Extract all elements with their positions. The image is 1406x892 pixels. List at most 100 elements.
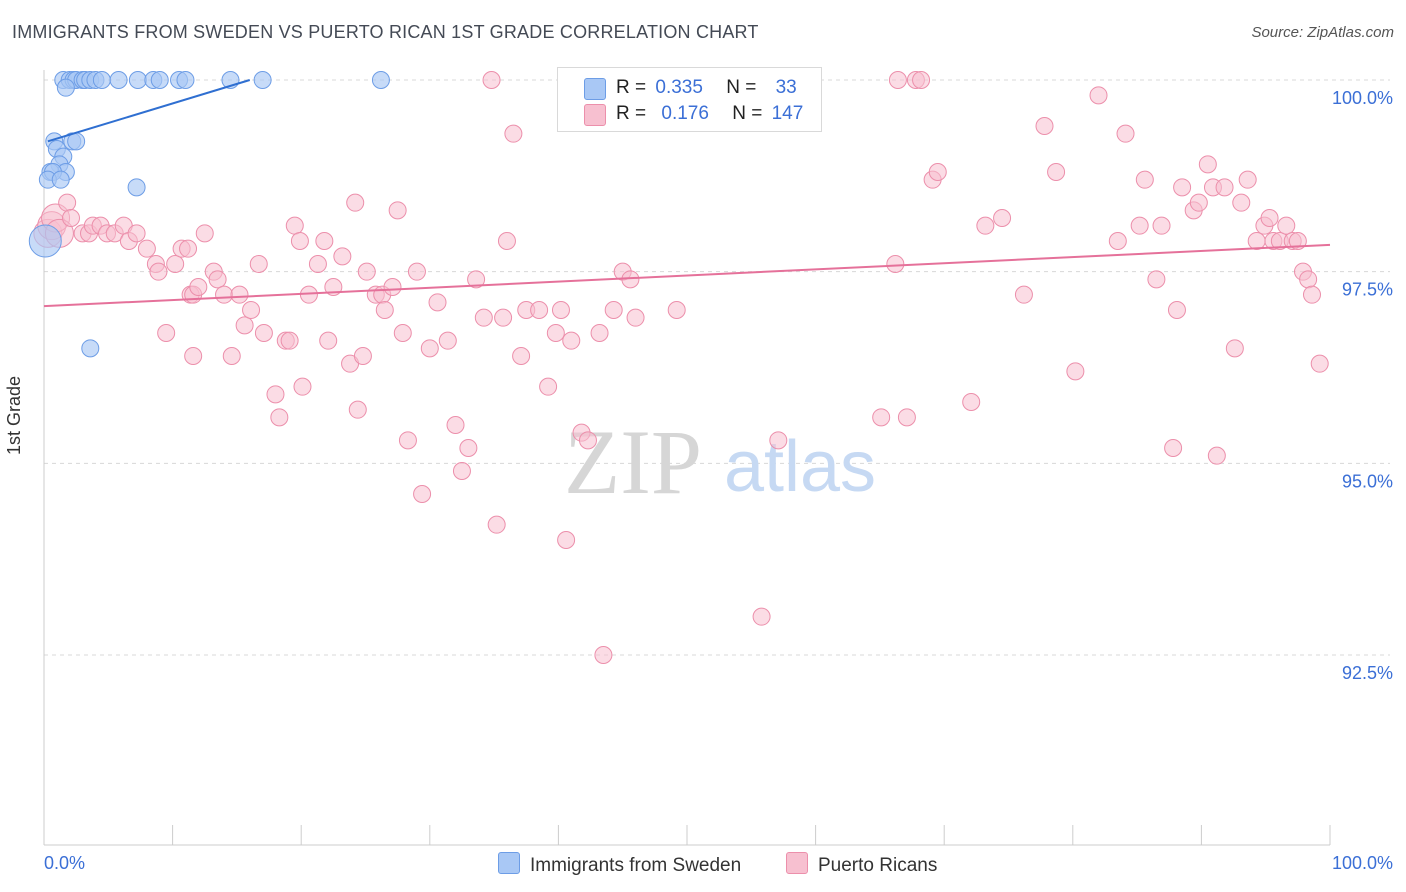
pr-point — [1310, 354, 1329, 373]
pr-point — [1302, 285, 1321, 304]
pr-n-value: 147 — [771, 103, 804, 124]
pr-point — [1089, 86, 1108, 105]
pr-point — [928, 163, 947, 181]
pr-point — [398, 431, 417, 450]
sweden-point — [51, 170, 70, 189]
pr-point — [230, 285, 249, 304]
pr-point — [1189, 193, 1208, 212]
pr-point — [459, 439, 478, 457]
pr-point — [594, 646, 613, 664]
pr-point — [467, 270, 486, 289]
x-tick-label: 0.0% — [44, 853, 85, 873]
pr-point — [487, 515, 506, 534]
y-tick-label: 92.5% — [1342, 663, 1393, 683]
pr-point — [62, 209, 81, 227]
pr-point — [546, 324, 565, 342]
sweden-point — [371, 71, 390, 89]
pr-legend-swatch — [786, 852, 808, 874]
sweden-point — [56, 78, 75, 97]
pr-point — [557, 531, 576, 549]
pr-point — [551, 301, 570, 319]
pr-point — [137, 239, 156, 258]
sweden-point — [92, 71, 111, 89]
legend-r-label: R = — [616, 103, 647, 124]
pr-point — [1260, 209, 1279, 227]
pr-point — [1277, 216, 1296, 235]
pr-trend-line — [43, 243, 1331, 308]
pr-point — [1167, 301, 1186, 319]
pr-point — [1014, 285, 1033, 304]
pr-point — [1152, 216, 1171, 235]
pr-r-value: 0.176 — [661, 103, 709, 124]
pr-point — [993, 209, 1012, 227]
pr-point — [393, 324, 412, 342]
pr-point — [1164, 439, 1183, 457]
pr-point — [308, 255, 327, 273]
legend-n-label: N = — [732, 103, 763, 124]
pr-point — [215, 285, 234, 304]
pr-point — [562, 331, 581, 350]
watermark: ZIP atlas — [564, 411, 876, 513]
pr-point — [1135, 170, 1154, 189]
puerto-ricans-points — [33, 71, 1329, 664]
pr-point — [769, 431, 788, 450]
sweden-r-value: 0.335 — [655, 77, 703, 98]
pr-point — [888, 71, 907, 89]
pr-point — [1116, 124, 1135, 143]
pr-point — [1066, 362, 1085, 381]
bottom-legend-pr: Puerto Ricans — [786, 852, 937, 877]
pr-point — [474, 308, 493, 327]
watermark-atlas: atlas — [724, 427, 876, 507]
sweden-point — [176, 71, 195, 89]
x-tick-labels: 0.0% 100.0% — [44, 853, 1393, 873]
pr-point — [184, 347, 203, 365]
sweden-point — [127, 178, 146, 197]
sweden-swatch — [584, 78, 606, 100]
pr-point — [127, 224, 146, 243]
pr-point — [270, 408, 289, 427]
pr-point — [1247, 232, 1266, 250]
gridlines — [44, 79, 1390, 656]
pr-point — [195, 224, 214, 243]
pr-point — [504, 124, 523, 143]
pr-point — [578, 431, 597, 450]
pr-point — [1047, 163, 1066, 181]
pr-point — [249, 255, 268, 273]
y-tick-labels: 100.0% 97.5% 95.0% 92.5% — [1332, 88, 1393, 683]
sweden-points — [28, 71, 390, 358]
pr-point — [290, 232, 309, 250]
pr-point — [189, 278, 208, 296]
pr-point — [494, 308, 513, 327]
pr-point — [222, 347, 241, 365]
pr-point — [357, 262, 376, 281]
sweden-legend-swatch — [498, 852, 520, 874]
pr-point — [590, 324, 609, 342]
sweden-point — [128, 71, 147, 89]
pr-point — [319, 331, 338, 350]
pr-point — [254, 324, 273, 342]
pr-point — [166, 255, 185, 273]
pr-point — [58, 193, 77, 212]
pr-point — [333, 247, 352, 266]
pr-point — [446, 416, 465, 434]
sweden-point — [150, 71, 169, 89]
pr-point — [452, 462, 471, 480]
pr-point — [383, 278, 402, 296]
pr-point — [1238, 170, 1257, 189]
pr-point — [438, 331, 457, 350]
pr-point — [912, 71, 931, 89]
pr-point — [1198, 155, 1217, 174]
pr-point — [1232, 193, 1251, 212]
pr-point — [1299, 270, 1318, 289]
pr-point — [1215, 178, 1234, 197]
sweden-n-value: 33 — [775, 77, 797, 98]
y-tick-label: 97.5% — [1342, 280, 1393, 300]
pr-point — [179, 239, 198, 258]
pr-point — [886, 255, 905, 273]
pr-point — [667, 301, 686, 319]
pr-point — [208, 270, 227, 289]
pr-point — [346, 193, 365, 212]
pr-point — [482, 71, 501, 89]
sweden-point — [81, 339, 100, 358]
